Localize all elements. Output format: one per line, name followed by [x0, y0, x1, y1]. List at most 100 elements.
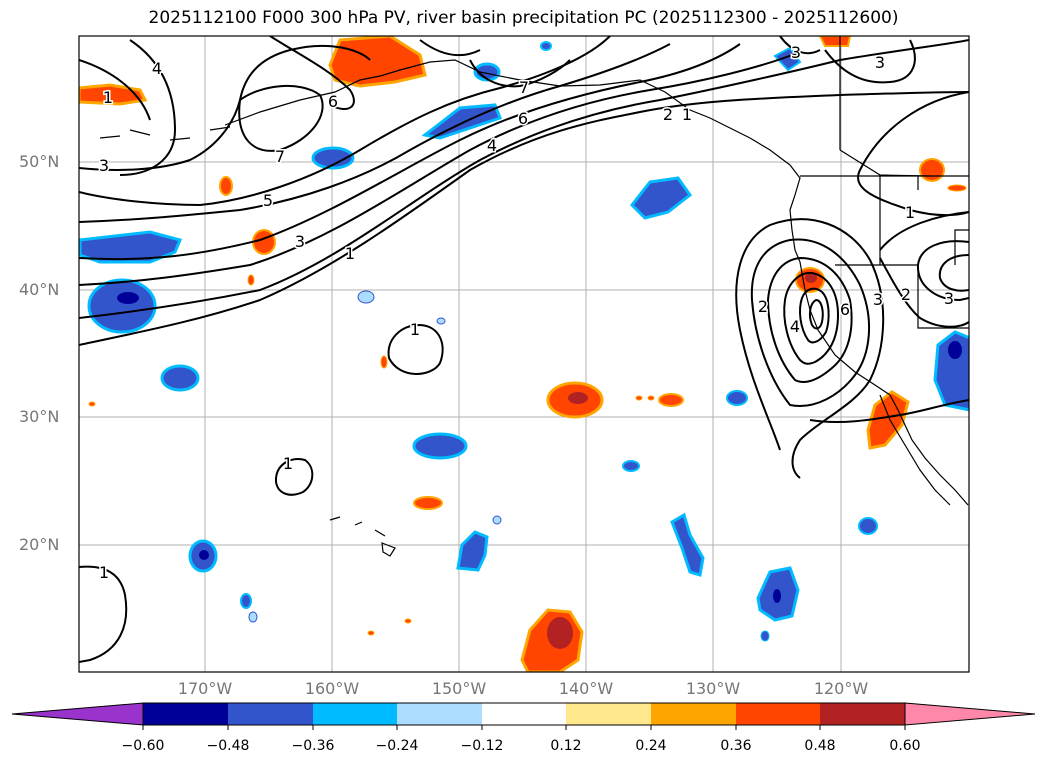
precip-blob	[948, 341, 962, 359]
precip-blob	[328, 36, 427, 88]
pv-contour	[79, 39, 969, 319]
precip-blob	[858, 517, 878, 535]
contour-label: 1	[283, 454, 293, 473]
contour-label: 3	[791, 43, 801, 62]
lon-label: 160°W	[304, 679, 360, 698]
contour-label: 4	[790, 317, 800, 336]
colorbar	[11, 702, 1036, 730]
pv-contour	[809, 399, 969, 424]
colorbar-tick-label: 0.48	[804, 738, 836, 754]
precip-blob	[413, 496, 443, 510]
pv-contour	[750, 238, 871, 407]
colorbar-segment	[651, 703, 736, 725]
contour-label: 1	[99, 563, 109, 582]
colorbar-tick-label: 0.36	[720, 738, 752, 754]
lon-label: 120°W	[813, 679, 869, 698]
precip-blob	[412, 432, 468, 460]
precip-blob	[421, 103, 502, 140]
contour-label: 2	[758, 297, 768, 316]
colorbar-segment	[228, 703, 313, 725]
contour-label: 3	[99, 156, 109, 175]
precip-blob	[919, 158, 945, 182]
precip-blob	[805, 273, 817, 283]
map-title: 2025112100 F000 300 hPa PV, river basin …	[148, 8, 899, 28]
contour-label: 5	[263, 191, 273, 210]
contour-label: 3	[944, 289, 954, 308]
gridlines	[79, 36, 969, 672]
precip-blob	[630, 176, 693, 220]
precip-blob	[635, 395, 643, 401]
contour-label: 3	[875, 53, 885, 72]
colorbar-extend-min	[11, 702, 144, 726]
precip-blob	[219, 176, 233, 196]
lon-label: 150°W	[431, 679, 487, 698]
precip-blob	[404, 618, 412, 624]
pv-contour	[808, 298, 824, 330]
precip-blob	[311, 146, 355, 170]
colorbar-segment	[313, 703, 397, 725]
colorbar-tick-label: 0.12	[550, 738, 582, 754]
coastline-hawaii	[329, 516, 396, 557]
border-yukon	[839, 149, 931, 177]
colorbar-segment	[820, 703, 905, 725]
pv-contour	[79, 91, 969, 346]
precip-blob	[160, 364, 200, 392]
coastline-baja	[879, 394, 951, 506]
precip-blob	[436, 317, 446, 325]
colorbar-segment	[397, 703, 482, 725]
precip-blob	[252, 229, 276, 255]
contour-label: 6	[328, 92, 338, 111]
precip-blob	[199, 550, 209, 560]
pv-contour	[79, 51, 801, 286]
pv-contour	[766, 256, 853, 383]
colorbar-segment	[482, 703, 566, 725]
precip-blob	[87, 278, 157, 334]
precip-blob	[380, 355, 388, 369]
contour-label: 2	[901, 285, 911, 304]
precip-blob	[726, 390, 748, 406]
contour-label: 6	[518, 109, 528, 128]
precip-blob	[357, 290, 375, 304]
contour-label: 1	[103, 88, 113, 107]
precip-blob	[456, 530, 489, 572]
pv-contour	[735, 218, 885, 479]
colorbar-tick-label: −0.60	[121, 738, 165, 754]
pv-contour	[79, 565, 128, 663]
pv-contour	[879, 211, 969, 251]
contour-label: 1	[905, 203, 915, 222]
precip-blob	[658, 393, 684, 407]
precip-blob	[247, 274, 255, 286]
colorbar-tick-label: −0.48	[206, 738, 250, 754]
map-area: 4 1 3 6 7 5 3 1 7 6 4 2 1 1 1 1 2 4 6 3 …	[79, 36, 969, 672]
pv-contour	[469, 59, 571, 88]
map-frame	[78, 35, 970, 673]
colorbar-tick-label: −0.12	[460, 738, 504, 754]
precip-blob	[540, 41, 552, 51]
pv-contour	[419, 39, 481, 57]
contour-label: 2	[663, 105, 673, 124]
contour-label: 1	[682, 105, 692, 124]
lon-label: 170°W	[177, 679, 233, 698]
precip-blob	[79, 83, 148, 106]
lat-label: 20°N	[19, 535, 60, 554]
precip-blob	[647, 395, 655, 401]
pv-contour	[79, 36, 611, 207]
contour-label: 6	[840, 300, 850, 319]
coastline-bc	[789, 164, 801, 263]
precip-blob	[367, 630, 375, 636]
pv-contour	[879, 257, 969, 328]
pv-contour	[824, 39, 916, 84]
colorbar-frame	[142, 702, 906, 726]
pv-contour-labels: 4 1 3 6 7 5 3 1 7 6 4 2 1 1 1 1 2 4 6 3 …	[97, 42, 955, 584]
pv-contour	[79, 59, 151, 121]
pv-contour	[857, 91, 969, 217]
colorbar-tick-label: −0.36	[291, 738, 335, 754]
negative-pc-areas	[79, 41, 969, 642]
precip-blob	[240, 593, 252, 609]
contour-label: 4	[152, 59, 162, 78]
colorbar-tick-label: 0.60	[889, 738, 921, 754]
contour-label: 7	[519, 78, 529, 97]
coastline-aleutians	[99, 126, 231, 141]
precip-blob	[818, 36, 852, 47]
pv-contour	[238, 84, 324, 152]
